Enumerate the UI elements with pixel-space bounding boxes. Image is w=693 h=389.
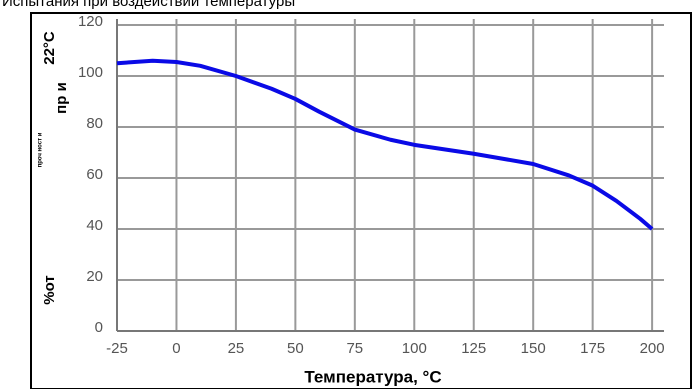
x-tick-label: 200 [640,340,665,357]
x-tick-label: 75 [346,340,363,357]
x-tick-label: 0 [172,340,180,357]
data-line [116,58,654,231]
y-tick-label: 100 [78,64,103,81]
x-tick-label: 25 [228,340,245,357]
y-axis-label: %от [41,275,58,304]
x-tick-label: 50 [287,340,304,357]
y-tick-label: 20 [86,268,103,285]
x-tick-label: 175 [580,340,605,357]
x-tick-label: 150 [521,340,546,357]
y-axis-label: пр и [53,82,70,114]
y-tick-label: 120 [78,13,103,30]
y-tick-label: 0 [95,319,103,336]
x-tick-label: -25 [106,340,128,357]
y-tick-label: 40 [86,217,103,234]
x-axis-label: Температура, °C [304,367,441,386]
y-tick-label: 80 [86,115,103,132]
y-axis-label: проч ност и [38,132,44,167]
page-title: Испытания при воздействии температуры [2,0,295,10]
y-tick-label: 60 [86,166,103,183]
y-axis-label: 22°C [41,31,58,65]
x-tick-label: 100 [402,340,427,357]
x-tick-label: 125 [461,340,486,357]
frame [30,12,692,389]
